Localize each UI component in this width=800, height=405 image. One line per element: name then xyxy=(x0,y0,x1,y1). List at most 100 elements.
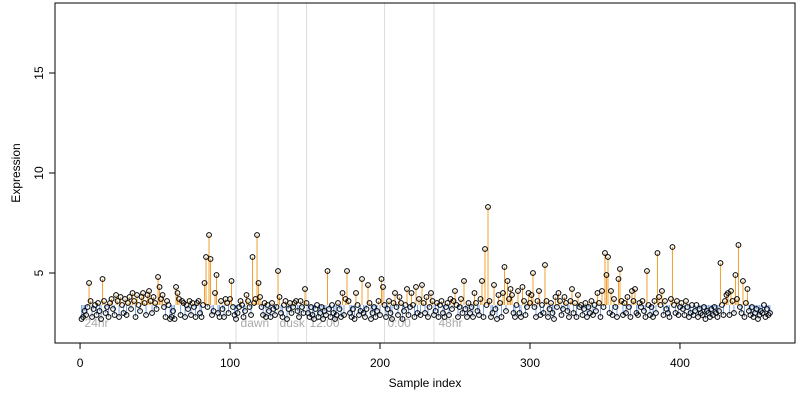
point xyxy=(399,316,406,322)
point xyxy=(296,314,302,320)
point xyxy=(185,306,191,312)
point xyxy=(596,300,602,306)
point xyxy=(170,308,176,314)
point xyxy=(557,298,563,304)
annotation: 24hr xyxy=(85,316,109,330)
point xyxy=(479,278,485,284)
point xyxy=(452,288,458,294)
point xyxy=(767,310,773,316)
point xyxy=(480,314,487,320)
point xyxy=(99,276,106,282)
point xyxy=(459,310,466,316)
point xyxy=(711,304,718,310)
point xyxy=(732,272,739,278)
point xyxy=(297,298,304,304)
point xyxy=(630,298,637,304)
point xyxy=(461,278,467,284)
point xyxy=(509,292,515,298)
point xyxy=(554,304,560,310)
point xyxy=(719,302,725,308)
point xyxy=(659,288,665,294)
point xyxy=(405,312,412,318)
point xyxy=(132,314,139,320)
point xyxy=(572,300,578,306)
point xyxy=(590,312,596,318)
point xyxy=(198,314,205,320)
point xyxy=(153,306,160,312)
point xyxy=(152,300,158,306)
point xyxy=(395,312,401,318)
point xyxy=(549,310,556,316)
point xyxy=(582,300,589,306)
point xyxy=(470,314,476,320)
point xyxy=(156,284,163,290)
point xyxy=(195,298,202,304)
point xyxy=(444,300,451,306)
x-tick-label: 100 xyxy=(220,356,240,370)
point xyxy=(201,280,208,286)
point xyxy=(227,296,233,302)
point xyxy=(420,300,427,306)
point xyxy=(125,300,131,306)
point xyxy=(534,298,541,304)
point xyxy=(219,306,226,312)
point xyxy=(657,302,664,308)
point xyxy=(410,302,416,308)
point xyxy=(141,300,148,306)
point xyxy=(329,302,335,308)
point xyxy=(294,308,301,314)
point xyxy=(605,254,611,260)
point xyxy=(662,298,668,304)
point xyxy=(365,282,371,288)
point xyxy=(359,276,365,282)
point xyxy=(426,304,433,310)
point xyxy=(455,314,461,320)
point xyxy=(666,314,673,320)
point xyxy=(378,276,385,282)
point xyxy=(275,268,281,274)
point xyxy=(501,264,508,270)
point xyxy=(86,280,92,286)
point xyxy=(174,290,181,296)
point xyxy=(95,300,101,306)
point xyxy=(504,278,511,284)
point xyxy=(83,312,89,318)
point xyxy=(234,310,241,316)
point xyxy=(123,312,130,318)
point xyxy=(570,310,577,316)
point xyxy=(558,312,565,318)
annotation: dusk xyxy=(280,316,306,330)
point xyxy=(288,310,295,316)
point xyxy=(600,304,607,310)
point xyxy=(602,250,608,256)
point xyxy=(408,290,415,296)
point xyxy=(416,296,422,302)
point xyxy=(611,296,617,302)
point xyxy=(93,312,100,318)
point xyxy=(131,298,137,304)
x-tick-label: 0 xyxy=(77,356,84,370)
x-tick-label: 400 xyxy=(670,356,690,370)
point xyxy=(159,292,166,298)
point xyxy=(552,294,559,300)
point xyxy=(354,302,361,308)
point xyxy=(615,276,622,282)
point xyxy=(221,314,227,320)
y-axis-label: Expression xyxy=(9,143,23,202)
point xyxy=(383,314,389,320)
point xyxy=(324,268,331,274)
point xyxy=(204,304,211,310)
point xyxy=(273,304,280,310)
point xyxy=(699,312,706,318)
point xyxy=(425,314,431,320)
point xyxy=(423,294,430,300)
point xyxy=(500,290,506,296)
point xyxy=(446,312,452,318)
point xyxy=(375,298,382,304)
point xyxy=(104,304,110,310)
point xyxy=(384,306,391,312)
point xyxy=(531,304,538,310)
point xyxy=(155,274,161,280)
point xyxy=(498,314,505,320)
point xyxy=(599,288,605,294)
